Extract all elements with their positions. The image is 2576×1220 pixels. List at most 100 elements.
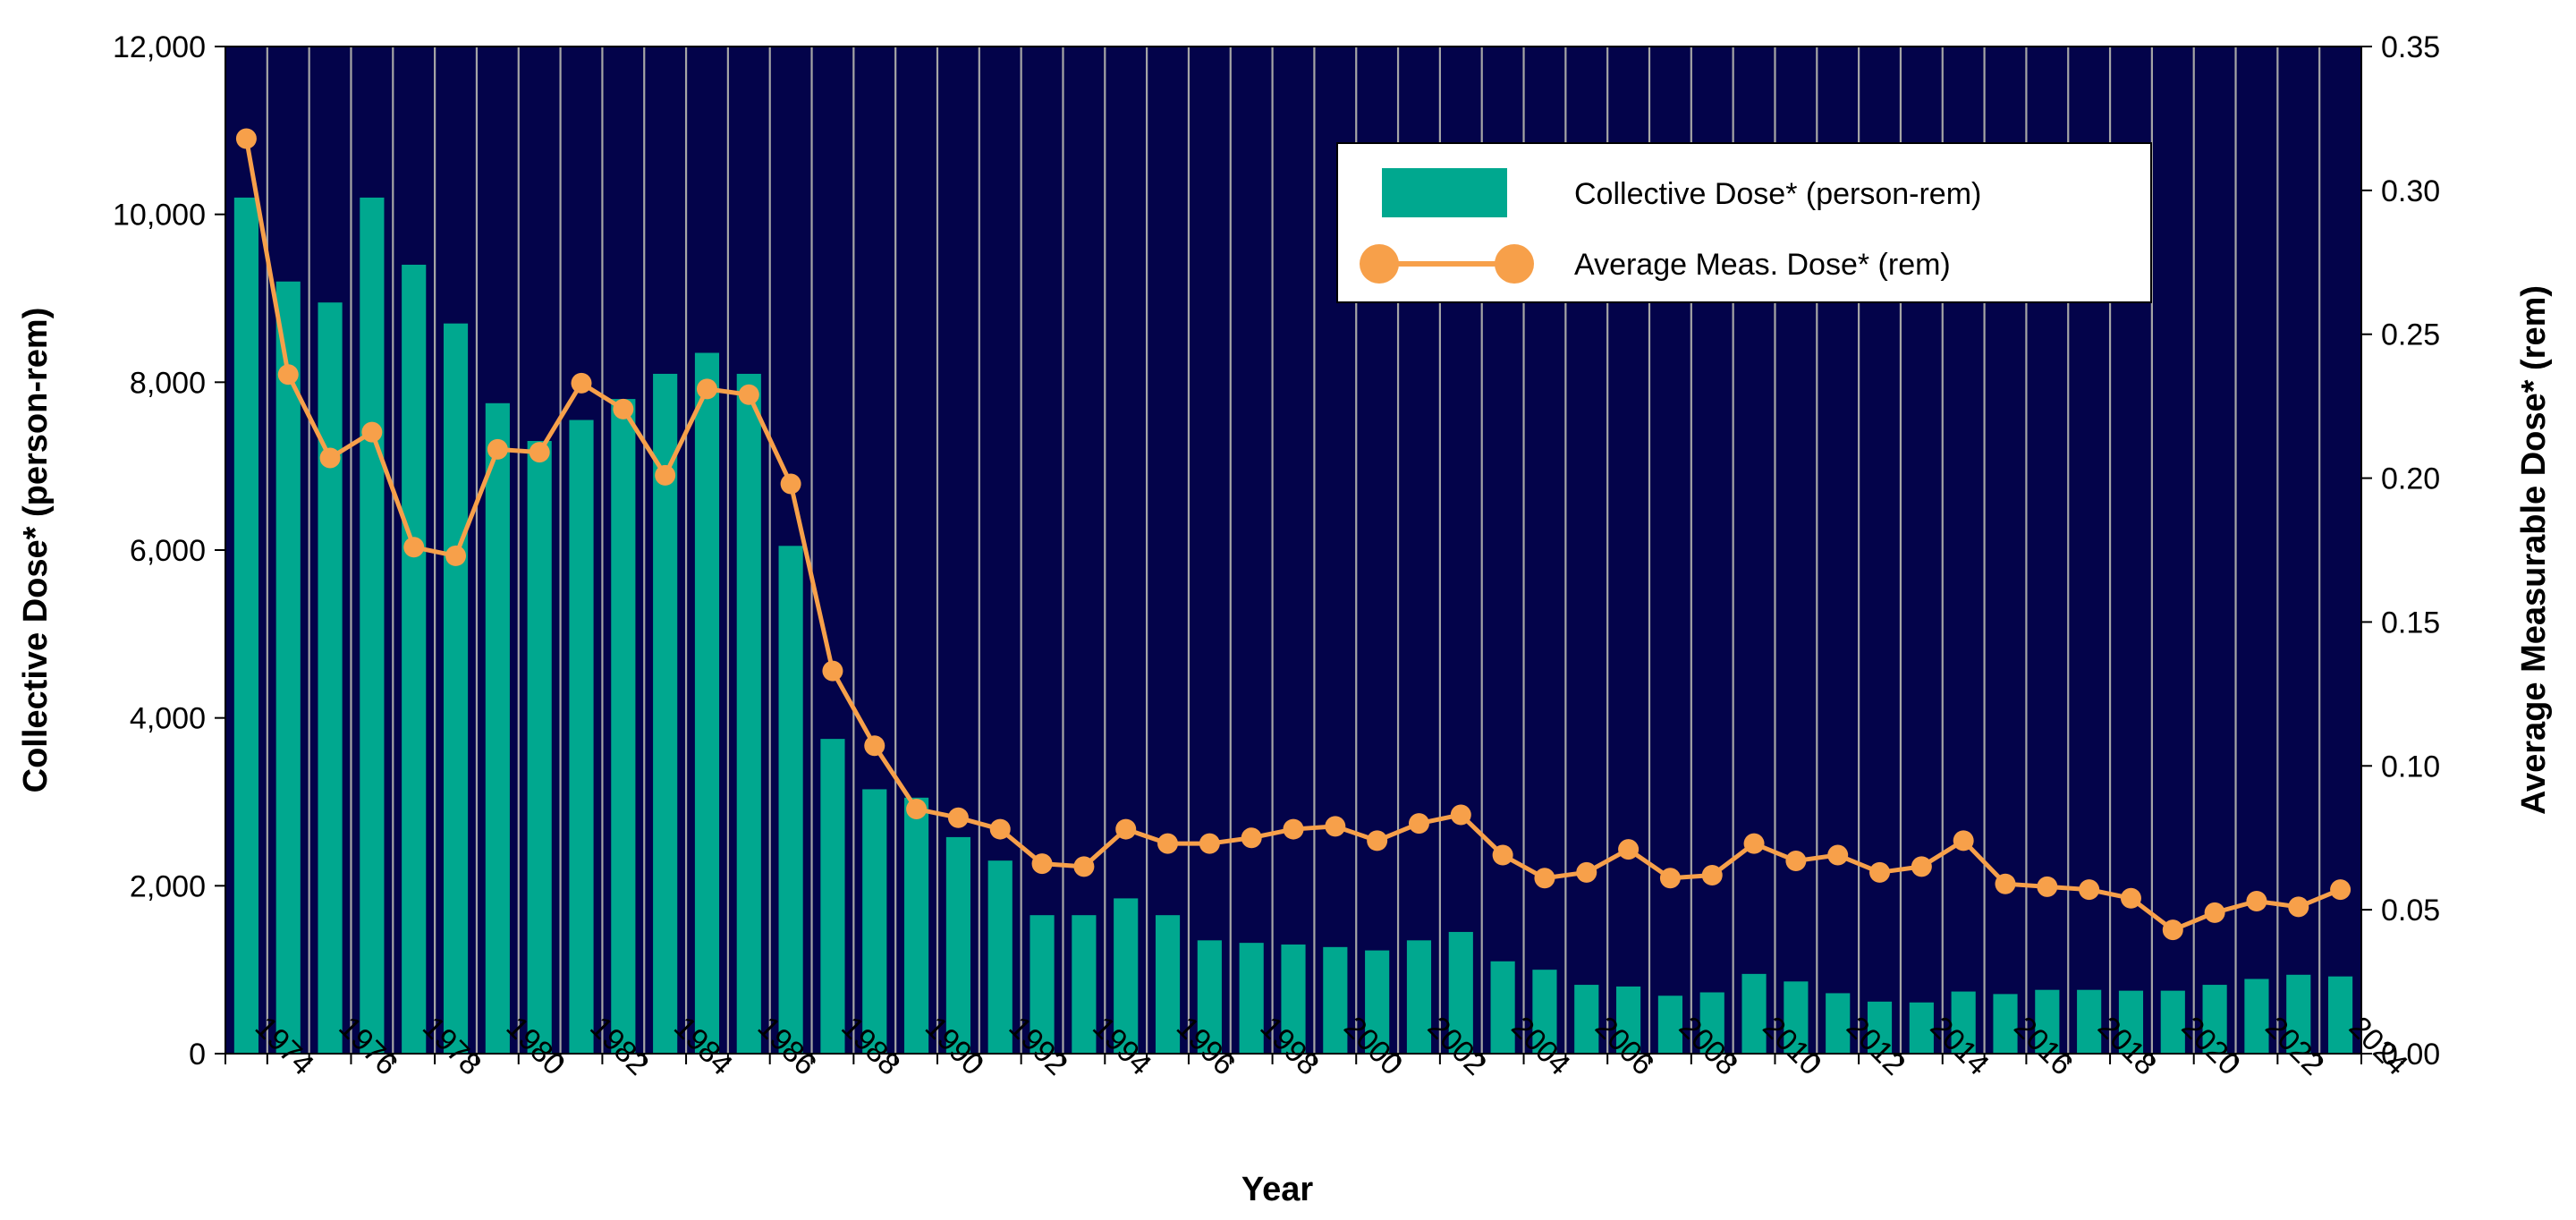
bar-2006 <box>1616 986 1641 1054</box>
bar-2023 <box>2328 976 2353 1054</box>
bar-2003 <box>1490 961 1515 1054</box>
y-left-tick-label: 8,000 <box>130 366 206 400</box>
point-2003 <box>1492 844 1513 866</box>
legend-label-collective-dose: Collective Dose* (person-rem) <box>1574 177 1981 211</box>
point-1978 <box>445 545 467 566</box>
point-2018 <box>2120 887 2141 909</box>
point-2016 <box>2037 876 2058 897</box>
y-right-tick-label: 0.30 <box>2381 174 2440 208</box>
point-1990 <box>947 807 969 828</box>
point-1975 <box>319 447 341 469</box>
y-right-tick-label: 0.00 <box>2381 1038 2440 1072</box>
point-1983 <box>655 464 676 486</box>
point-1985 <box>738 384 759 405</box>
point-1973 <box>235 128 257 149</box>
point-2021 <box>2246 890 2267 911</box>
bar-2004 <box>1532 970 1557 1054</box>
y-left-tick-label: 4,000 <box>130 702 206 736</box>
bar-1993 <box>1072 915 1097 1054</box>
bar-1989 <box>904 797 929 1054</box>
bar-1975 <box>318 302 343 1055</box>
bar-2010 <box>1784 981 1809 1054</box>
bar-1999 <box>1323 946 1348 1054</box>
point-1980 <box>529 442 550 463</box>
bar-2018 <box>2118 990 2144 1054</box>
bar-2017 <box>2077 989 2102 1054</box>
legend: Collective Dose* (person-rem) Average Me… <box>1336 142 2152 303</box>
bar-2013 <box>1909 1002 1934 1054</box>
y-left-tick-label: 0 <box>189 1038 206 1072</box>
point-1993 <box>1073 856 1095 877</box>
bar-1994 <box>1114 898 1139 1054</box>
bar-1996 <box>1197 940 1222 1054</box>
bar-1979 <box>485 402 510 1055</box>
bar-2005 <box>1574 985 1599 1054</box>
bar-1991 <box>987 860 1013 1054</box>
y-left-tick-label: 12,000 <box>113 30 206 64</box>
bar-1980 <box>527 441 552 1054</box>
bar-2002 <box>1448 931 1473 1054</box>
legend-bar-swatch <box>1382 168 1507 217</box>
point-2008 <box>1701 865 1723 886</box>
bar-1983 <box>653 373 678 1054</box>
point-1997 <box>1241 827 1262 849</box>
y-left-axis-title: Collective Dose* (person-rem) <box>17 308 55 793</box>
bar-1986 <box>778 546 803 1054</box>
bar-1985 <box>736 373 761 1054</box>
bar-2014 <box>1951 991 1976 1054</box>
point-1999 <box>1325 816 1346 837</box>
point-2002 <box>1450 804 1471 826</box>
y-right-axis-title: Average Measurable Dose* (rem) <box>2515 285 2553 815</box>
point-2000 <box>1367 830 1388 851</box>
bar-1977 <box>402 264 427 1054</box>
point-1987 <box>822 660 843 682</box>
bar-2019 <box>2160 990 2185 1054</box>
bar-2009 <box>1741 973 1767 1054</box>
point-2001 <box>1408 813 1429 835</box>
point-1986 <box>780 473 801 495</box>
point-1976 <box>361 421 383 443</box>
point-2017 <box>2079 879 2100 901</box>
point-1994 <box>1115 818 1137 840</box>
point-2006 <box>1618 839 1640 860</box>
point-1979 <box>487 438 508 460</box>
bar-series <box>233 197 2353 1055</box>
bar-2020 <box>2202 985 2227 1054</box>
point-1974 <box>277 364 299 385</box>
bar-1998 <box>1281 945 1306 1054</box>
point-1981 <box>571 372 592 394</box>
legend-label-average-dose: Average Meas. Dose* (rem) <box>1574 248 1951 282</box>
bar-1992 <box>1030 915 1055 1054</box>
bar-2022 <box>2286 974 2311 1054</box>
y-right-tick-label: 0.15 <box>2381 606 2440 640</box>
y-right-tick-label: 0.05 <box>2381 894 2440 928</box>
grid-lines <box>266 47 2321 1054</box>
bar-1997 <box>1239 943 1264 1054</box>
bar-1974 <box>275 281 301 1054</box>
bar-1988 <box>862 789 887 1054</box>
y-right-tick-label: 0.35 <box>2381 30 2440 64</box>
y-right-tick-label: 0.25 <box>2381 318 2440 352</box>
point-2020 <box>2204 902 2225 923</box>
point-2011 <box>1827 844 1849 866</box>
point-1982 <box>613 398 634 419</box>
point-2004 <box>1534 868 1555 889</box>
point-1998 <box>1283 818 1304 840</box>
y-right-tick-label: 0.10 <box>2381 750 2440 784</box>
bar-2001 <box>1406 940 1432 1054</box>
bar-1982 <box>611 399 636 1055</box>
y-left-tick-label: 10,000 <box>113 199 206 233</box>
y-left-tick-label: 6,000 <box>130 534 206 568</box>
point-2014 <box>1953 830 1974 851</box>
line-series <box>235 128 2351 941</box>
point-2019 <box>2162 919 2183 941</box>
point-1989 <box>906 799 928 820</box>
bar-1973 <box>233 197 258 1054</box>
point-1984 <box>696 378 717 400</box>
point-2022 <box>2288 896 2309 918</box>
point-2012 <box>1869 861 1891 883</box>
point-2010 <box>1785 850 1807 871</box>
bar-2011 <box>1826 993 1851 1054</box>
point-2009 <box>1743 833 1765 854</box>
bar-1976 <box>360 197 385 1054</box>
